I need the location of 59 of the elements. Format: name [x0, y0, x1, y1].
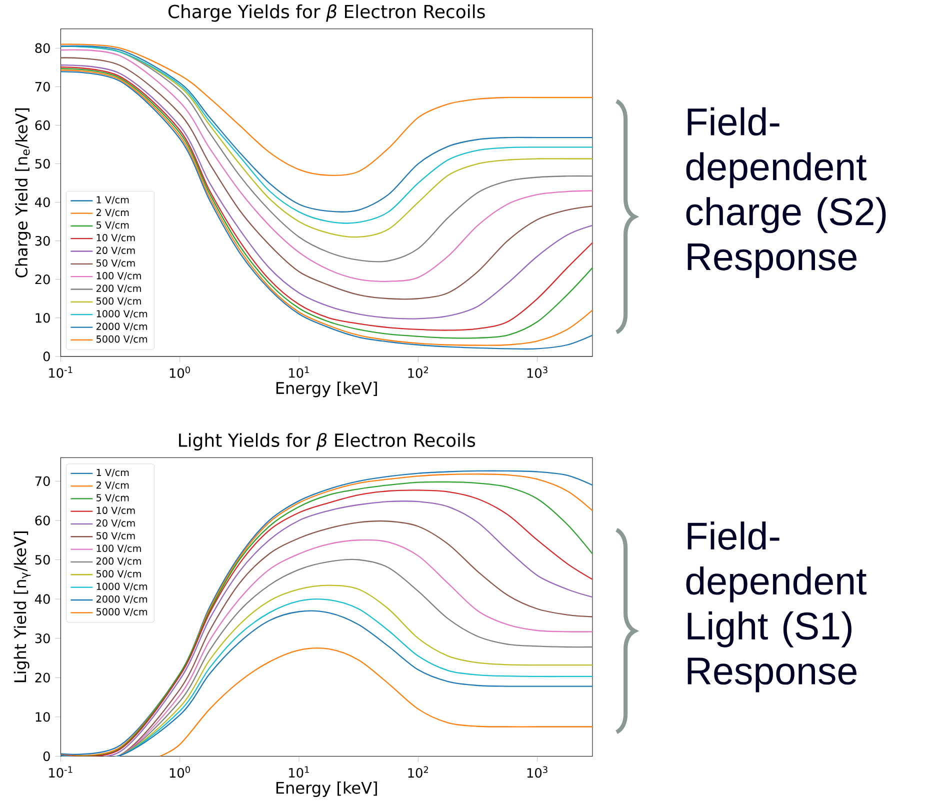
legend-label: 5 V/cm — [96, 221, 129, 230]
y-tick-label: 80 — [35, 43, 50, 53]
y-axis-title: Light Yield [n$_{γ}$/keV] — [14, 531, 31, 682]
legend-label: 1 V/cm — [96, 468, 129, 477]
x-tick-label: 10$^{0}$ — [170, 366, 190, 378]
legend-label: 1000 V/cm — [96, 582, 148, 591]
legend-label: 20 V/cm — [96, 519, 135, 528]
y-tick-label: 70 — [35, 82, 50, 92]
y-axis-title: Charge Yield [n$_{e}$/keV] — [15, 108, 31, 278]
y-tick-label: 50 — [35, 554, 50, 564]
text: Field-dependent Light (S1) Response — [686, 521, 866, 692]
y-tick-label: 0 — [43, 751, 50, 761]
legend-label: 20 V/cm — [96, 246, 135, 255]
legend-label: 1 V/cm — [96, 196, 129, 204]
x-tick-label: 10$^{3}$ — [527, 766, 548, 778]
x-tick-label: 10$^{2}$ — [408, 366, 428, 378]
legend-label: 2 V/cm — [96, 481, 129, 490]
legend-label: 200 V/cm — [96, 284, 141, 293]
y-tick-label: 0 — [43, 351, 50, 362]
x-tick-label: 10$^{1}$ — [289, 766, 309, 778]
legend-label: 500 V/cm — [96, 297, 141, 306]
y-tick-label: 20 — [35, 274, 50, 284]
y-tick-label: 10 — [36, 712, 50, 722]
x-tick-label: 10$^{1}$ — [289, 366, 309, 378]
legend-label: 10 V/cm — [96, 234, 135, 242]
legend-label: 10 V/cm — [96, 506, 135, 515]
legend-label: 500 V/cm — [96, 570, 141, 578]
legend-label: 5000 V/cm — [96, 335, 148, 344]
legend-label: 200 V/cm — [96, 557, 141, 566]
legend-label: 2 V/cm — [96, 208, 129, 217]
y-tick-label: 30 — [35, 633, 50, 644]
y-tick-label: 40 — [34, 197, 50, 208]
chart-title: Charge Yields for β Electron Recoils — [168, 4, 485, 22]
x-axis-title: Energy [keV] — [276, 781, 377, 797]
y-tick-label: 70 — [35, 476, 50, 486]
y-tick-label: 20 — [35, 672, 50, 682]
legend-label: 1000 V/cm — [96, 310, 148, 318]
y-tick-label: 60 — [35, 120, 50, 130]
y-tick-label: 40 — [34, 594, 50, 604]
legend-label: 2000 V/cm — [96, 595, 148, 604]
chart-title: Light Yields for β Electron Recoils — [179, 432, 476, 450]
text: Field-dependent charge (S2) Response — [686, 107, 886, 278]
x-tick-label: 10$^{-1}$ — [49, 366, 72, 378]
legend-label: 5000 V/cm — [96, 608, 148, 616]
legend-label: 100 V/cm — [96, 544, 141, 553]
legend-label: 2000 V/cm — [96, 322, 148, 331]
legend-label: 50 V/cm — [96, 259, 135, 268]
y-tick-label: 50 — [35, 158, 50, 168]
legend-label: 100 V/cm — [96, 272, 141, 280]
x-tick-label: 10$^{2}$ — [408, 766, 428, 778]
legend-label: 50 V/cm — [96, 532, 135, 540]
y-tick-label: 60 — [35, 515, 50, 526]
y-tick-label: 10 — [36, 312, 50, 323]
x-tick-label: 10$^{-1}$ — [49, 766, 72, 778]
y-tick-label: 30 — [35, 236, 50, 246]
x-tick-label: 10$^{3}$ — [527, 366, 548, 378]
x-tick-label: 10$^{0}$ — [170, 766, 190, 778]
legend-label: 5 V/cm — [96, 494, 129, 502]
x-axis-title: Energy [keV] — [276, 382, 377, 398]
